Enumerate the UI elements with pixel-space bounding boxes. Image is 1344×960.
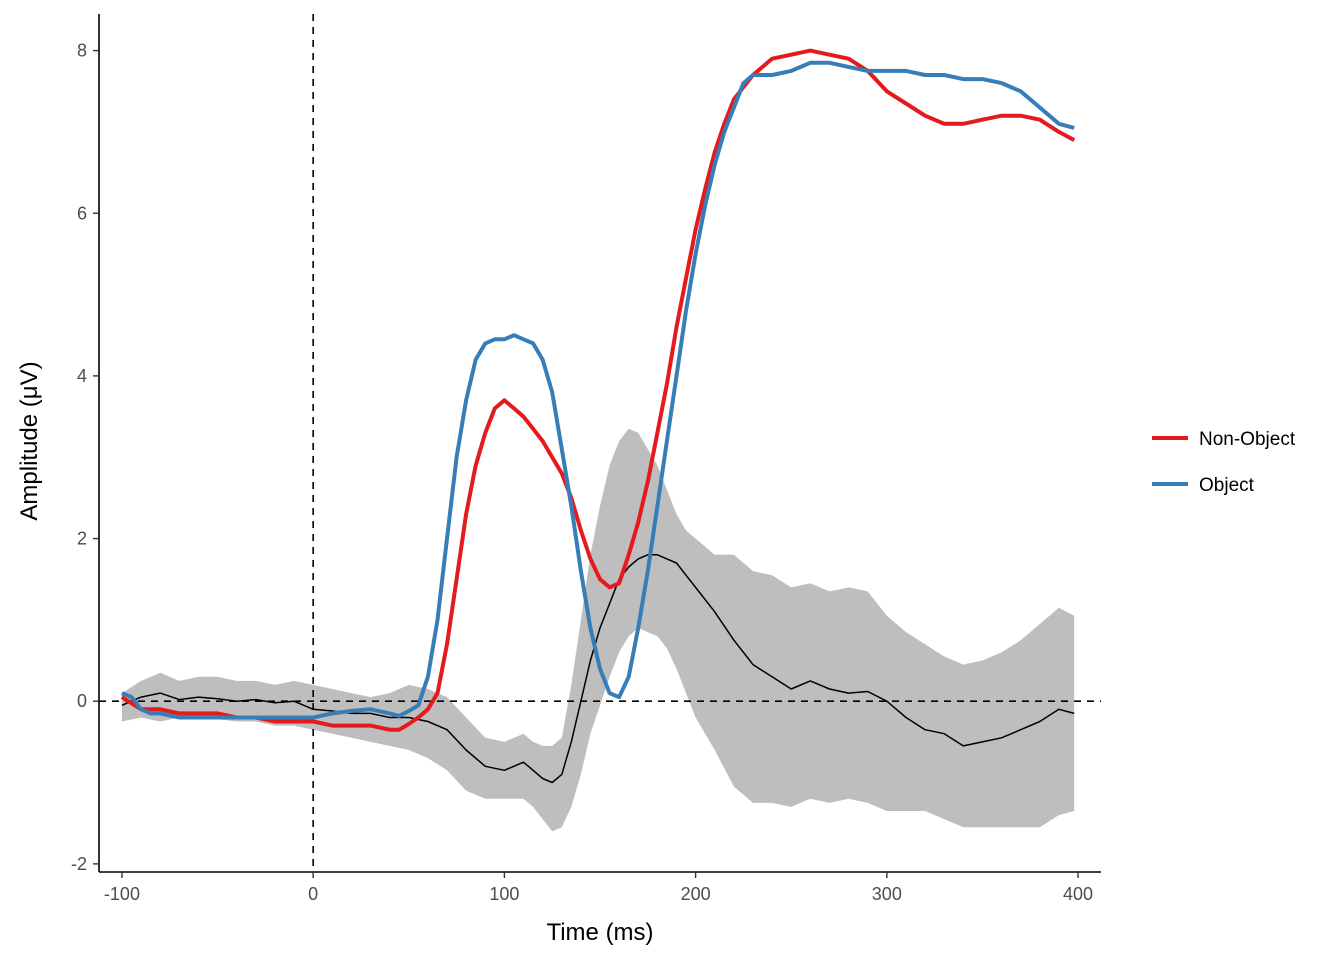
y-tick-label: 0 (77, 691, 87, 711)
axes (98, 14, 1101, 873)
legend-item-non-object: Non-Object (1152, 429, 1296, 450)
y-tick-label: 2 (77, 529, 87, 549)
x-tick-label: 200 (681, 884, 711, 904)
legend: Non-Object Object (1152, 429, 1296, 496)
tick-marks-and-labels: -100 0 100 200 300 400 -2 0 2 4 6 8 (71, 41, 1093, 904)
x-tick-label: -100 (104, 884, 140, 904)
series-lines (120, 48, 1076, 784)
reference-lines (99, 14, 1101, 872)
y-tick-label: 8 (77, 41, 87, 61)
legend-label-non-object: Non-Object (1199, 429, 1296, 450)
y-axis-title: Amplitude (μV) (16, 361, 43, 520)
x-tick-label: 400 (1063, 884, 1093, 904)
legend-item-object: Object (1152, 475, 1255, 496)
y-tick-label: 6 (77, 203, 87, 223)
confidence-ribbon-layer (121, 428, 1075, 832)
x-tick-label: 300 (872, 884, 902, 904)
non-object-line (120, 48, 1076, 732)
x-axis-title: Time (ms) (546, 919, 653, 946)
y-tick-label: 4 (77, 366, 87, 386)
y-tick-label: -2 (71, 854, 87, 874)
object-line (121, 60, 1075, 720)
x-tick-label: 0 (308, 884, 318, 904)
difference-confidence-ribbon (121, 428, 1075, 832)
legend-label-object: Object (1199, 475, 1255, 496)
x-tick-label: 100 (489, 884, 519, 904)
difference-wave-line (121, 554, 1075, 784)
